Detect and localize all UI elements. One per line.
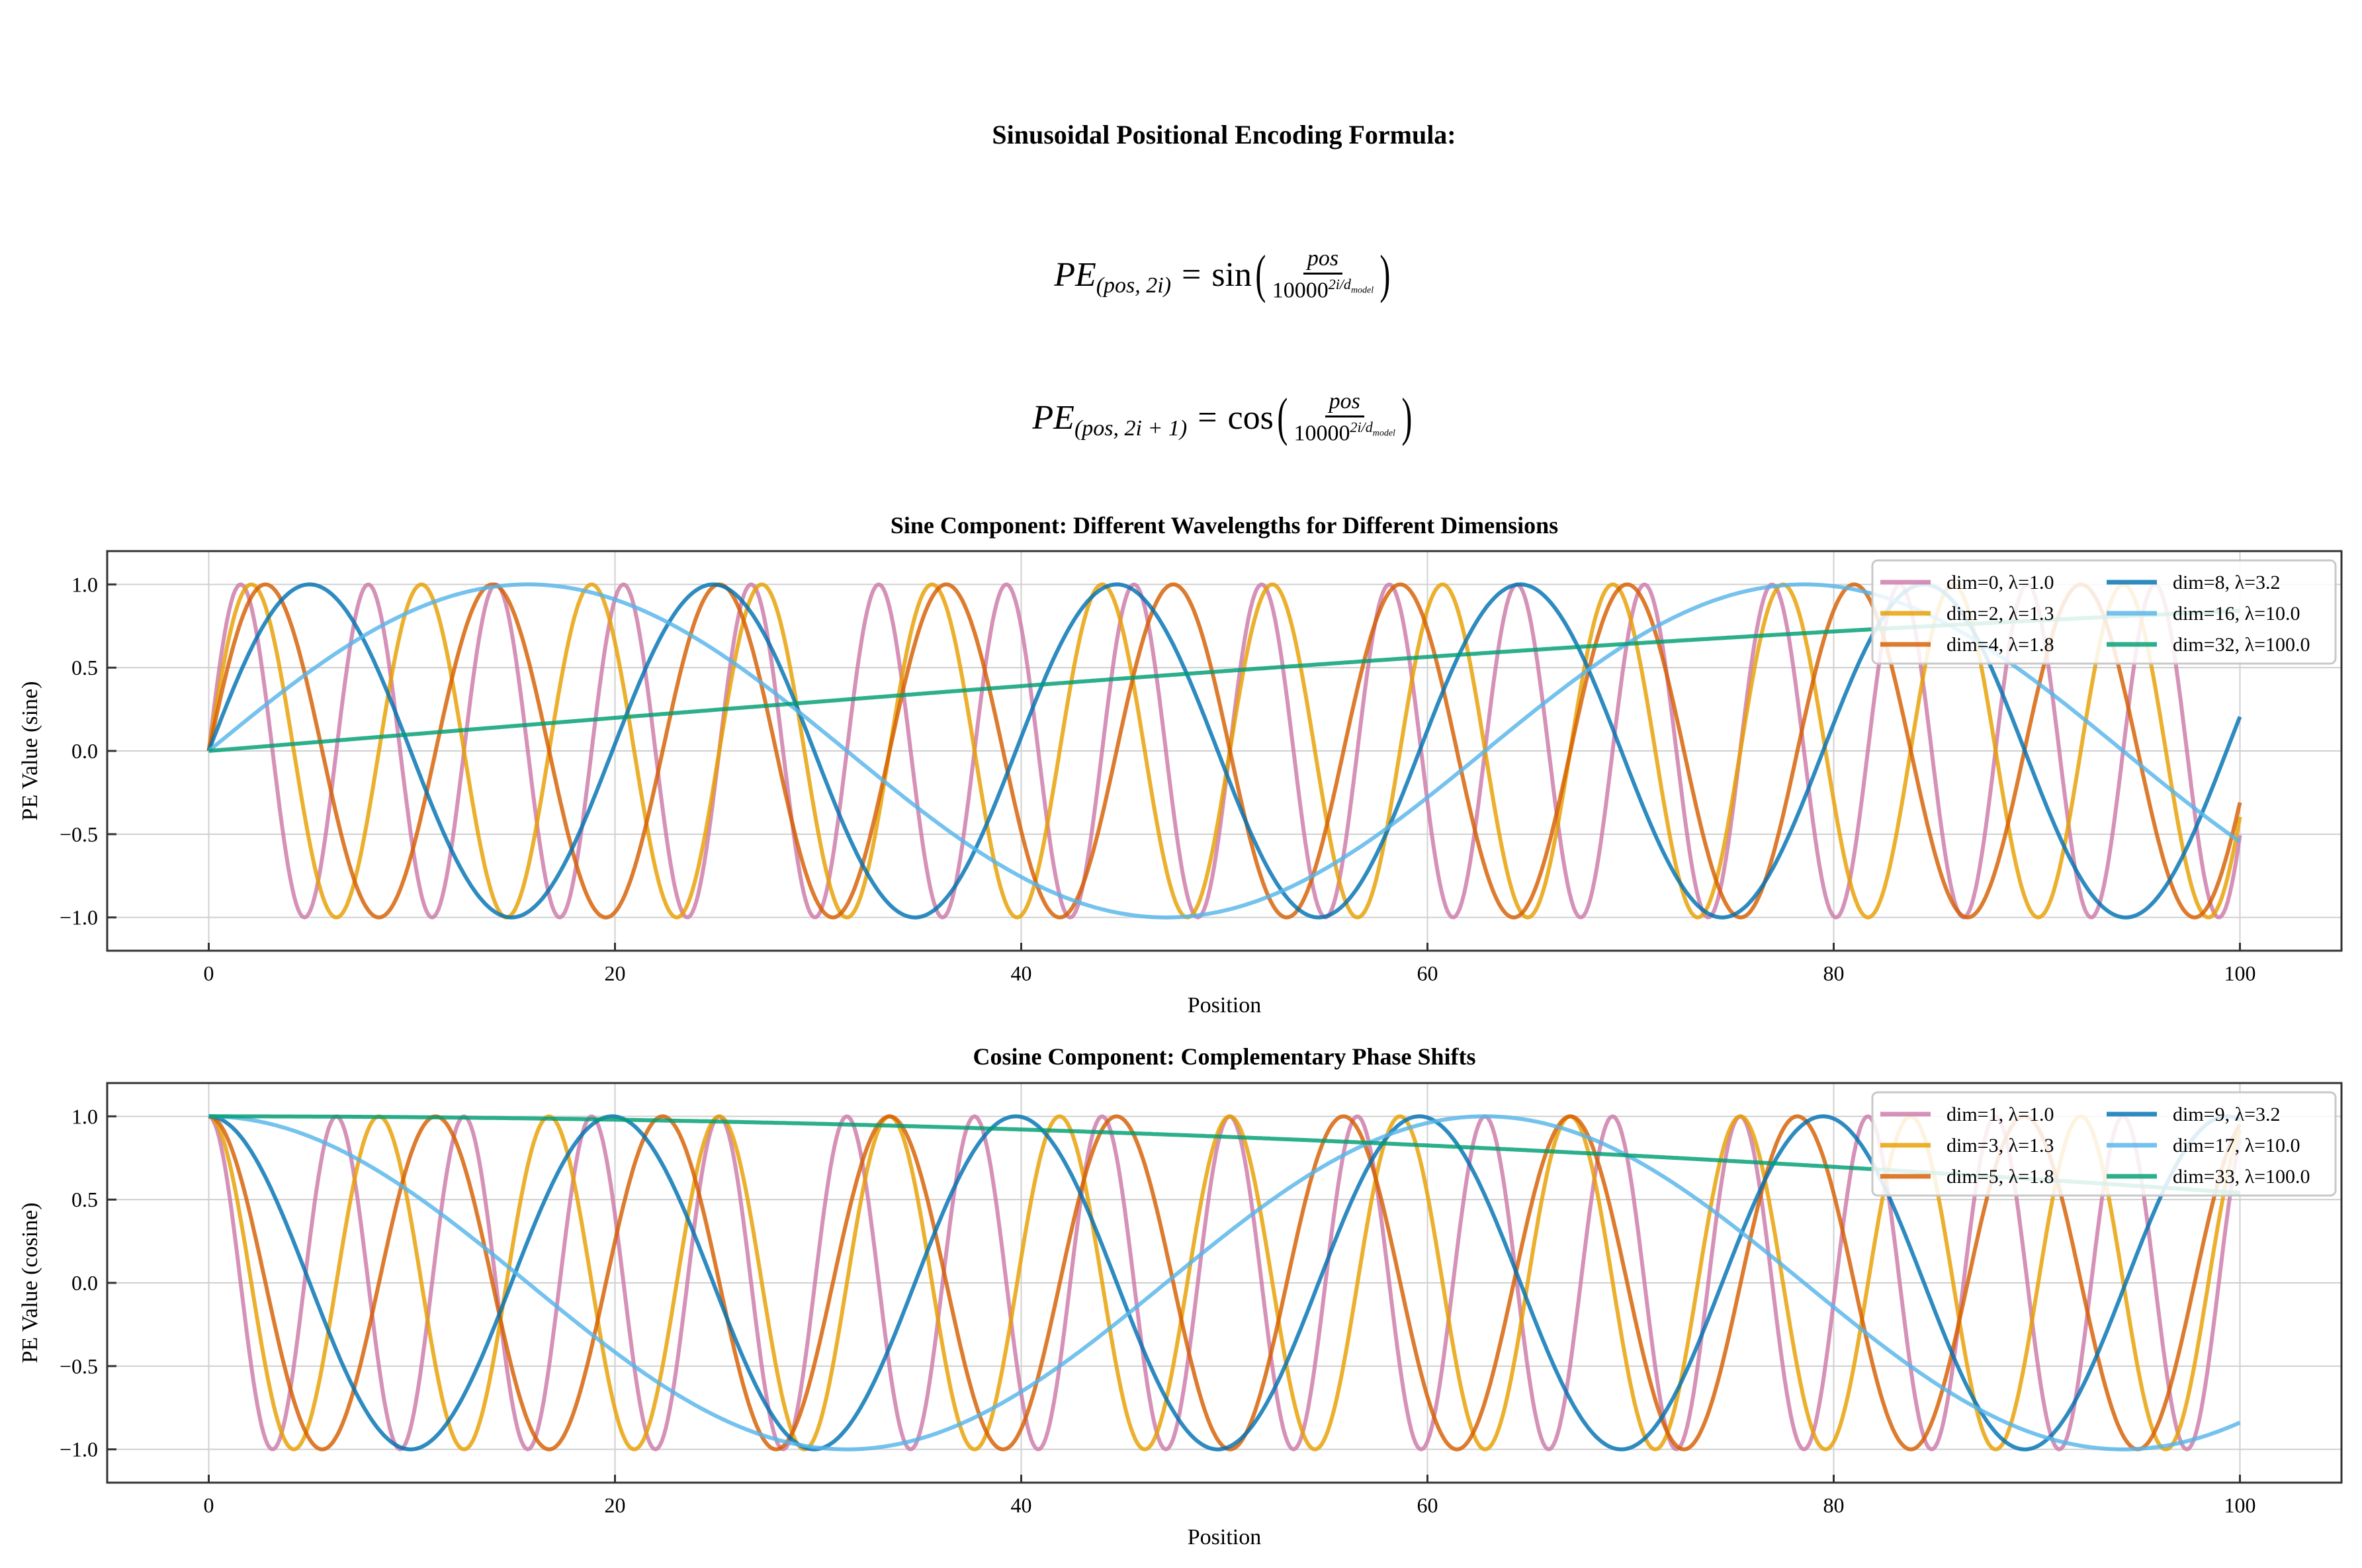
- formula-cosine: PE (pos, 2i + 1) = cos ( pos 100002i/dmo…: [0, 388, 2362, 448]
- x-tick-label: 0: [204, 1493, 214, 1517]
- formula-den-exp: 2i/d: [1328, 276, 1351, 293]
- cosine-chart: Cosine Component: Complementary Phase Sh…: [18, 1043, 2343, 1549]
- formula-numerator: pos: [1303, 246, 1343, 275]
- legend-label: dim=8, λ=3.2: [2173, 572, 2281, 593]
- legend-label: dim=0, λ=1.0: [1946, 572, 2054, 593]
- y-tick-label: −1.0: [60, 1438, 98, 1461]
- x-axis-label: Position: [1188, 1525, 1261, 1549]
- y-tick-label: 0.0: [71, 739, 98, 763]
- formula-den-exp-sub: model: [1372, 428, 1395, 439]
- y-axis-label: PE Value (sine): [18, 681, 42, 821]
- y-tick-label: 1.0: [71, 1104, 98, 1128]
- legend: dim=1, λ=1.0 dim=3, λ=1.3 dim=5, λ=1.8 dim=…: [1871, 1091, 2337, 1197]
- formula-den-exp: 2i/d: [1350, 419, 1373, 436]
- formula-paren-open: (: [1255, 245, 1266, 304]
- legend: dim=0, λ=1.0 dim=2, λ=1.3 dim=4, λ=1.8 dim=…: [1871, 559, 2337, 665]
- formula-paren-close: ): [1401, 388, 1413, 447]
- formula-denominator: 100002i/dmodel: [1294, 417, 1395, 446]
- x-tick-label: 100: [2224, 1493, 2256, 1517]
- y-tick-label: 1.0: [71, 572, 98, 596]
- formula-den-exp-sub: model: [1350, 285, 1374, 296]
- x-axis-label: Position: [1188, 993, 1261, 1018]
- legend-box: [1871, 1091, 2337, 1197]
- x-tick-label: 20: [605, 961, 626, 985]
- legend-label: dim=2, λ=1.3: [1946, 603, 2054, 625]
- y-tick-label: 0.0: [71, 1271, 98, 1295]
- formula-den-base: 10000: [1272, 278, 1329, 303]
- series-line-17: [208, 1114, 2241, 1452]
- legend-label: dim=1, λ=1.0: [1946, 1104, 2054, 1125]
- legend-label: dim=33, λ=100.0: [2173, 1166, 2310, 1188]
- chart-title: Cosine Component: Complementary Phase Sh…: [973, 1043, 1476, 1070]
- formula-subscript: (pos, 2i + 1): [1074, 415, 1188, 441]
- legend-label: dim=17, λ=10.0: [2173, 1135, 2300, 1156]
- x-tick-label: 80: [1823, 961, 1845, 985]
- formula-denominator: 100002i/dmodel: [1272, 275, 1374, 303]
- legend-label: dim=4, λ=1.8: [1946, 634, 2054, 656]
- legend-label: dim=5, λ=1.8: [1946, 1166, 2054, 1188]
- figure-suptitle: Sinusoidal Positional Encoding Formula:: [992, 120, 1456, 150]
- formula-lhs: PE: [1054, 256, 1096, 294]
- legend-label: dim=3, λ=1.3: [1946, 1135, 2054, 1156]
- formula-lhs: PE: [1032, 399, 1074, 437]
- x-tick-label: 0: [204, 961, 214, 985]
- y-tick-label: −1.0: [60, 906, 98, 930]
- legend-label: dim=9, λ=3.2: [2173, 1104, 2281, 1125]
- formula-sine: PE (pos, 2i) = sin ( pos 100002i/dmodel …: [0, 245, 2362, 305]
- series-line-4: [206, 582, 2242, 920]
- x-tick-label: 100: [2224, 961, 2256, 985]
- formula-fraction: pos 100002i/dmodel: [1294, 389, 1395, 446]
- chart-title: Sine Component: Different Wavelengths fo…: [891, 512, 1558, 539]
- legend-label: dim=32, λ=100.0: [2173, 634, 2310, 656]
- legend-box: [1871, 559, 2337, 665]
- x-tick-label: 80: [1823, 1493, 1845, 1517]
- x-tick-label: 40: [1011, 961, 1032, 985]
- sine-chart: Sine Component: Different Wavelengths fo…: [18, 512, 2343, 1018]
- formula-function: sin: [1211, 256, 1252, 294]
- formula-subscript: (pos, 2i): [1096, 273, 1172, 298]
- x-tick-label: 60: [1417, 1493, 1438, 1517]
- axes-frame: [106, 550, 2343, 952]
- x-tick-label: 60: [1417, 961, 1438, 985]
- formula-paren-close: ): [1379, 245, 1391, 304]
- formula-equals: =: [1198, 399, 1217, 437]
- axes-frame: [106, 1082, 2343, 1484]
- y-tick-label: 0.5: [71, 656, 98, 679]
- formula-numerator: pos: [1325, 389, 1364, 418]
- y-tick-label: −0.5: [60, 1354, 98, 1378]
- y-axis-label: PE Value (cosine): [18, 1203, 42, 1364]
- y-tick-label: −0.5: [60, 822, 98, 846]
- formula-paren-open: (: [1277, 388, 1288, 447]
- formula-fraction: pos 100002i/dmodel: [1272, 246, 1374, 303]
- y-tick-label: 0.5: [71, 1188, 98, 1211]
- formula-den-base: 10000: [1293, 421, 1350, 446]
- x-tick-label: 20: [605, 1493, 626, 1517]
- legend-label: dim=16, λ=10.0: [2173, 603, 2300, 625]
- series-line-9: [208, 1114, 2241, 1452]
- series-line-2: [206, 582, 2242, 920]
- formula-equals: =: [1182, 256, 1202, 294]
- x-tick-label: 40: [1011, 1493, 1032, 1517]
- formula-function: cos: [1227, 399, 1274, 437]
